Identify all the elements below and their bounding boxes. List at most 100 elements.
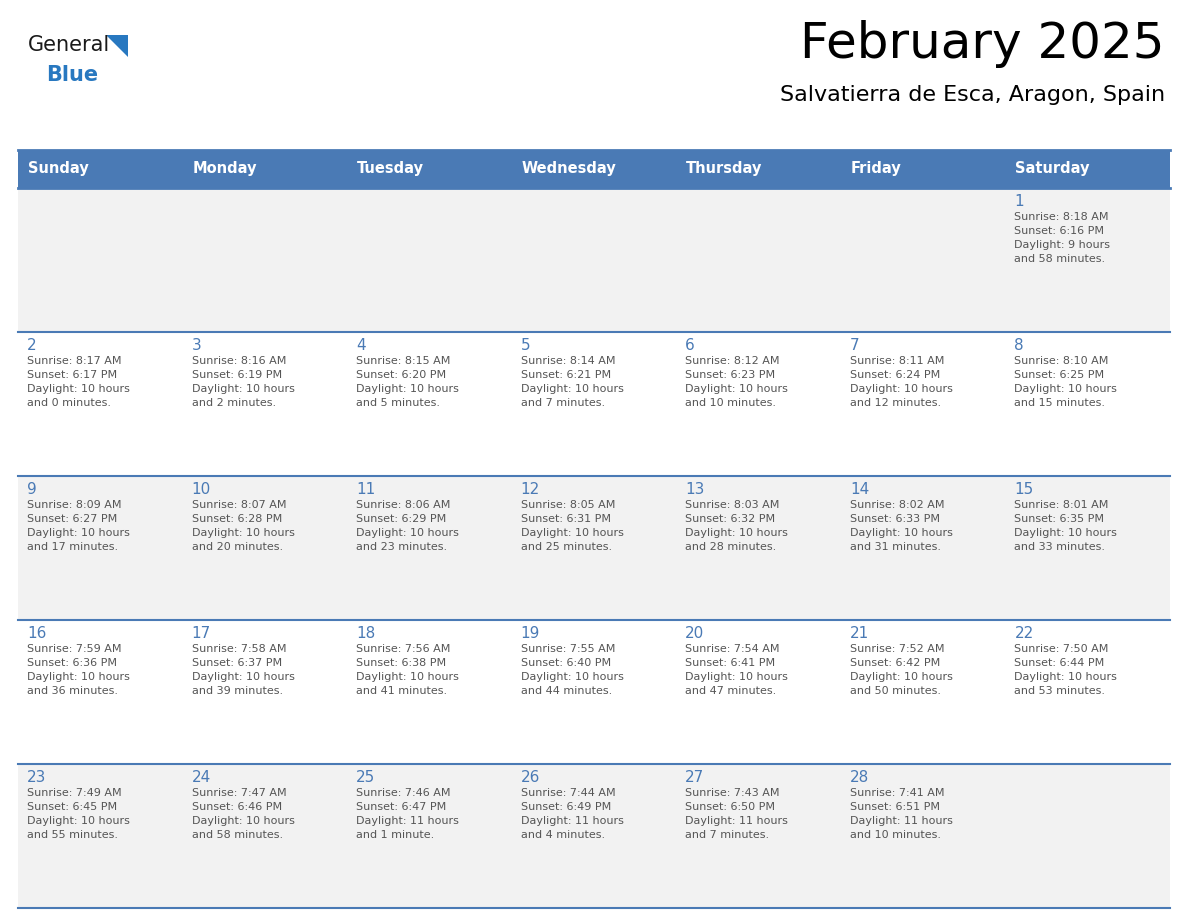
Bar [676, 620, 841, 764]
Text: Sunrise: 7:59 AM
Sunset: 6:36 PM
Daylight: 10 hours
and 36 minutes.: Sunrise: 7:59 AM Sunset: 6:36 PM Dayligh… [27, 644, 129, 696]
Text: Sunrise: 8:06 AM
Sunset: 6:29 PM
Daylight: 10 hours
and 23 minutes.: Sunrise: 8:06 AM Sunset: 6:29 PM Dayligh… [356, 500, 459, 552]
Bar [676, 476, 841, 620]
Text: Sunrise: 8:07 AM
Sunset: 6:28 PM
Daylight: 10 hours
and 20 minutes.: Sunrise: 8:07 AM Sunset: 6:28 PM Dayligh… [191, 500, 295, 552]
Text: 20: 20 [685, 626, 704, 641]
Text: Sunrise: 8:03 AM
Sunset: 6:32 PM
Daylight: 10 hours
and 28 minutes.: Sunrise: 8:03 AM Sunset: 6:32 PM Dayligh… [685, 500, 788, 552]
Text: 10: 10 [191, 482, 210, 497]
Bar [18, 332, 183, 476]
Text: Sunrise: 7:43 AM
Sunset: 6:50 PM
Daylight: 11 hours
and 7 minutes.: Sunrise: 7:43 AM Sunset: 6:50 PM Dayligh… [685, 788, 788, 840]
Text: Sunday: Sunday [29, 162, 89, 176]
Text: Sunrise: 7:58 AM
Sunset: 6:37 PM
Daylight: 10 hours
and 39 minutes.: Sunrise: 7:58 AM Sunset: 6:37 PM Dayligh… [191, 644, 295, 696]
Bar [347, 764, 512, 908]
Bar [18, 476, 183, 620]
Bar [183, 150, 347, 188]
Bar [1005, 188, 1170, 332]
Text: 4: 4 [356, 338, 366, 353]
Text: Tuesday: Tuesday [358, 162, 424, 176]
Bar [676, 332, 841, 476]
Bar [183, 620, 347, 764]
Text: 3: 3 [191, 338, 201, 353]
Text: Sunrise: 7:46 AM
Sunset: 6:47 PM
Daylight: 11 hours
and 1 minute.: Sunrise: 7:46 AM Sunset: 6:47 PM Dayligh… [356, 788, 459, 840]
Text: 17: 17 [191, 626, 210, 641]
Polygon shape [106, 35, 128, 57]
Text: Thursday: Thursday [687, 162, 763, 176]
Text: 8: 8 [1015, 338, 1024, 353]
Text: Sunrise: 7:54 AM
Sunset: 6:41 PM
Daylight: 10 hours
and 47 minutes.: Sunrise: 7:54 AM Sunset: 6:41 PM Dayligh… [685, 644, 788, 696]
Text: 19: 19 [520, 626, 541, 641]
Text: Sunrise: 8:15 AM
Sunset: 6:20 PM
Daylight: 10 hours
and 5 minutes.: Sunrise: 8:15 AM Sunset: 6:20 PM Dayligh… [356, 356, 459, 408]
Bar [1005, 332, 1170, 476]
Bar [183, 476, 347, 620]
Text: 11: 11 [356, 482, 375, 497]
Bar [512, 476, 676, 620]
Text: 23: 23 [27, 770, 46, 785]
Text: 16: 16 [27, 626, 46, 641]
Text: 7: 7 [849, 338, 859, 353]
Bar [183, 188, 347, 332]
Bar [512, 764, 676, 908]
Text: Sunrise: 7:49 AM
Sunset: 6:45 PM
Daylight: 10 hours
and 55 minutes.: Sunrise: 7:49 AM Sunset: 6:45 PM Dayligh… [27, 788, 129, 840]
Text: Sunrise: 8:10 AM
Sunset: 6:25 PM
Daylight: 10 hours
and 15 minutes.: Sunrise: 8:10 AM Sunset: 6:25 PM Dayligh… [1015, 356, 1117, 408]
Text: 26: 26 [520, 770, 541, 785]
Text: 27: 27 [685, 770, 704, 785]
Text: Sunrise: 8:01 AM
Sunset: 6:35 PM
Daylight: 10 hours
and 33 minutes.: Sunrise: 8:01 AM Sunset: 6:35 PM Dayligh… [1015, 500, 1117, 552]
Text: 1: 1 [1015, 194, 1024, 209]
Bar [841, 764, 1005, 908]
Text: Salvatierra de Esca, Aragon, Spain: Salvatierra de Esca, Aragon, Spain [779, 85, 1165, 105]
Text: 14: 14 [849, 482, 870, 497]
Bar [1005, 476, 1170, 620]
Text: 22: 22 [1015, 626, 1034, 641]
Text: Saturday: Saturday [1016, 162, 1089, 176]
Bar [841, 620, 1005, 764]
Text: 18: 18 [356, 626, 375, 641]
Bar [347, 150, 512, 188]
Text: Blue: Blue [46, 65, 99, 85]
Bar [18, 620, 183, 764]
Bar [347, 476, 512, 620]
Text: Sunrise: 8:18 AM
Sunset: 6:16 PM
Daylight: 9 hours
and 58 minutes.: Sunrise: 8:18 AM Sunset: 6:16 PM Dayligh… [1015, 212, 1111, 264]
Bar [18, 188, 183, 332]
Bar [841, 332, 1005, 476]
Text: Wednesday: Wednesday [522, 162, 617, 176]
Bar [347, 620, 512, 764]
Text: 25: 25 [356, 770, 375, 785]
Text: 5: 5 [520, 338, 530, 353]
Bar [183, 332, 347, 476]
Text: 28: 28 [849, 770, 870, 785]
Text: Sunrise: 7:41 AM
Sunset: 6:51 PM
Daylight: 11 hours
and 10 minutes.: Sunrise: 7:41 AM Sunset: 6:51 PM Dayligh… [849, 788, 953, 840]
Bar [841, 476, 1005, 620]
Bar [183, 764, 347, 908]
Text: Sunrise: 8:05 AM
Sunset: 6:31 PM
Daylight: 10 hours
and 25 minutes.: Sunrise: 8:05 AM Sunset: 6:31 PM Dayligh… [520, 500, 624, 552]
Text: Friday: Friday [851, 162, 902, 176]
Bar [512, 620, 676, 764]
Text: Sunrise: 8:14 AM
Sunset: 6:21 PM
Daylight: 10 hours
and 7 minutes.: Sunrise: 8:14 AM Sunset: 6:21 PM Dayligh… [520, 356, 624, 408]
Bar [18, 150, 183, 188]
Text: 6: 6 [685, 338, 695, 353]
Text: Sunrise: 8:09 AM
Sunset: 6:27 PM
Daylight: 10 hours
and 17 minutes.: Sunrise: 8:09 AM Sunset: 6:27 PM Dayligh… [27, 500, 129, 552]
Text: Sunrise: 7:47 AM
Sunset: 6:46 PM
Daylight: 10 hours
and 58 minutes.: Sunrise: 7:47 AM Sunset: 6:46 PM Dayligh… [191, 788, 295, 840]
Text: Sunrise: 7:52 AM
Sunset: 6:42 PM
Daylight: 10 hours
and 50 minutes.: Sunrise: 7:52 AM Sunset: 6:42 PM Dayligh… [849, 644, 953, 696]
Bar [1005, 620, 1170, 764]
Bar [347, 188, 512, 332]
Text: 9: 9 [27, 482, 37, 497]
Text: General: General [29, 35, 110, 55]
Bar [512, 150, 676, 188]
Text: Sunrise: 7:56 AM
Sunset: 6:38 PM
Daylight: 10 hours
and 41 minutes.: Sunrise: 7:56 AM Sunset: 6:38 PM Dayligh… [356, 644, 459, 696]
Text: Sunrise: 8:02 AM
Sunset: 6:33 PM
Daylight: 10 hours
and 31 minutes.: Sunrise: 8:02 AM Sunset: 6:33 PM Dayligh… [849, 500, 953, 552]
Bar [347, 332, 512, 476]
Text: 24: 24 [191, 770, 210, 785]
Bar [676, 188, 841, 332]
Text: Sunrise: 7:50 AM
Sunset: 6:44 PM
Daylight: 10 hours
and 53 minutes.: Sunrise: 7:50 AM Sunset: 6:44 PM Dayligh… [1015, 644, 1117, 696]
Text: 12: 12 [520, 482, 541, 497]
Bar [841, 188, 1005, 332]
Bar [841, 150, 1005, 188]
Bar [512, 332, 676, 476]
Bar [676, 764, 841, 908]
Bar [1005, 764, 1170, 908]
Text: Sunrise: 8:17 AM
Sunset: 6:17 PM
Daylight: 10 hours
and 0 minutes.: Sunrise: 8:17 AM Sunset: 6:17 PM Dayligh… [27, 356, 129, 408]
Text: February 2025: February 2025 [801, 20, 1165, 68]
Text: Monday: Monday [192, 162, 257, 176]
Text: 13: 13 [685, 482, 704, 497]
Text: Sunrise: 8:11 AM
Sunset: 6:24 PM
Daylight: 10 hours
and 12 minutes.: Sunrise: 8:11 AM Sunset: 6:24 PM Dayligh… [849, 356, 953, 408]
Text: 21: 21 [849, 626, 870, 641]
